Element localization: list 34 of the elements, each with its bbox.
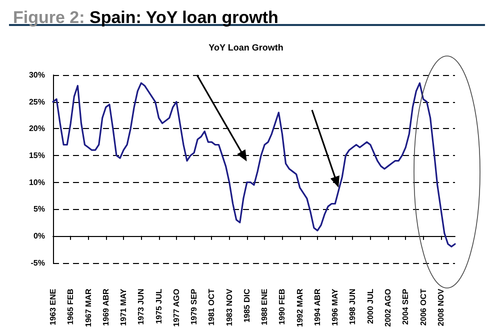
- x-tick-label: 2004 SEP: [401, 288, 410, 325]
- x-tick-label: 1985 DIC: [242, 288, 252, 323]
- y-tick-label: 30%: [28, 70, 45, 80]
- x-tick-label: 1971 MAY: [119, 288, 128, 326]
- x-tick-label: 1990 FEB: [278, 288, 287, 325]
- y-tick-label: 5%: [33, 204, 45, 214]
- x-tick-label: 1998 JUN: [348, 288, 358, 325]
- x-tick-label: 1975 JUL: [154, 288, 164, 324]
- y-tick-label: 10%: [28, 178, 45, 187]
- x-tick-label: 1981 OCT: [207, 288, 216, 326]
- x-tick-label: 1965 FEB: [66, 288, 76, 325]
- x-tick-label: 1996 MAY: [330, 288, 340, 326]
- x-tick-label: 1977 AGO: [172, 288, 181, 327]
- x-tick-label: 1992 MAR: [295, 288, 304, 328]
- x-tick-label: 2008 NOV: [436, 288, 446, 326]
- x-tick-label: 1983 NOV: [224, 288, 234, 326]
- y-tick-label: 20%: [28, 124, 45, 134]
- x-tick-label: 1988 ENE: [260, 288, 270, 326]
- x-tick-label: 2002 AGO: [384, 288, 392, 327]
- x-tick-label: 1969 ABR: [101, 288, 110, 326]
- x-tick-label: 1994 ABR: [312, 288, 322, 326]
- y-tick-label: -5%: [30, 258, 45, 268]
- y-tick-label: 25%: [28, 97, 45, 106]
- line-series: [52, 82, 456, 248]
- y-tick-label: 15%: [28, 150, 45, 160]
- x-tick-label: 2006 OCT: [418, 288, 428, 326]
- x-tick-label: 1967 MAR: [84, 288, 93, 328]
- y-tick-label: 0%: [33, 231, 45, 240]
- chart-title: Figure 2: Spain: YoY loan growth: [13, 8, 278, 27]
- x-tick-label: 1963 ENE: [48, 288, 58, 326]
- chart-subtitle: YoY Loan Growth: [208, 42, 284, 52]
- x-tick-label: 2000 JUL: [366, 288, 375, 324]
- x-tick-label: 1979 SEP: [190, 288, 199, 325]
- x-tick-label: 1973 JUN: [136, 288, 146, 325]
